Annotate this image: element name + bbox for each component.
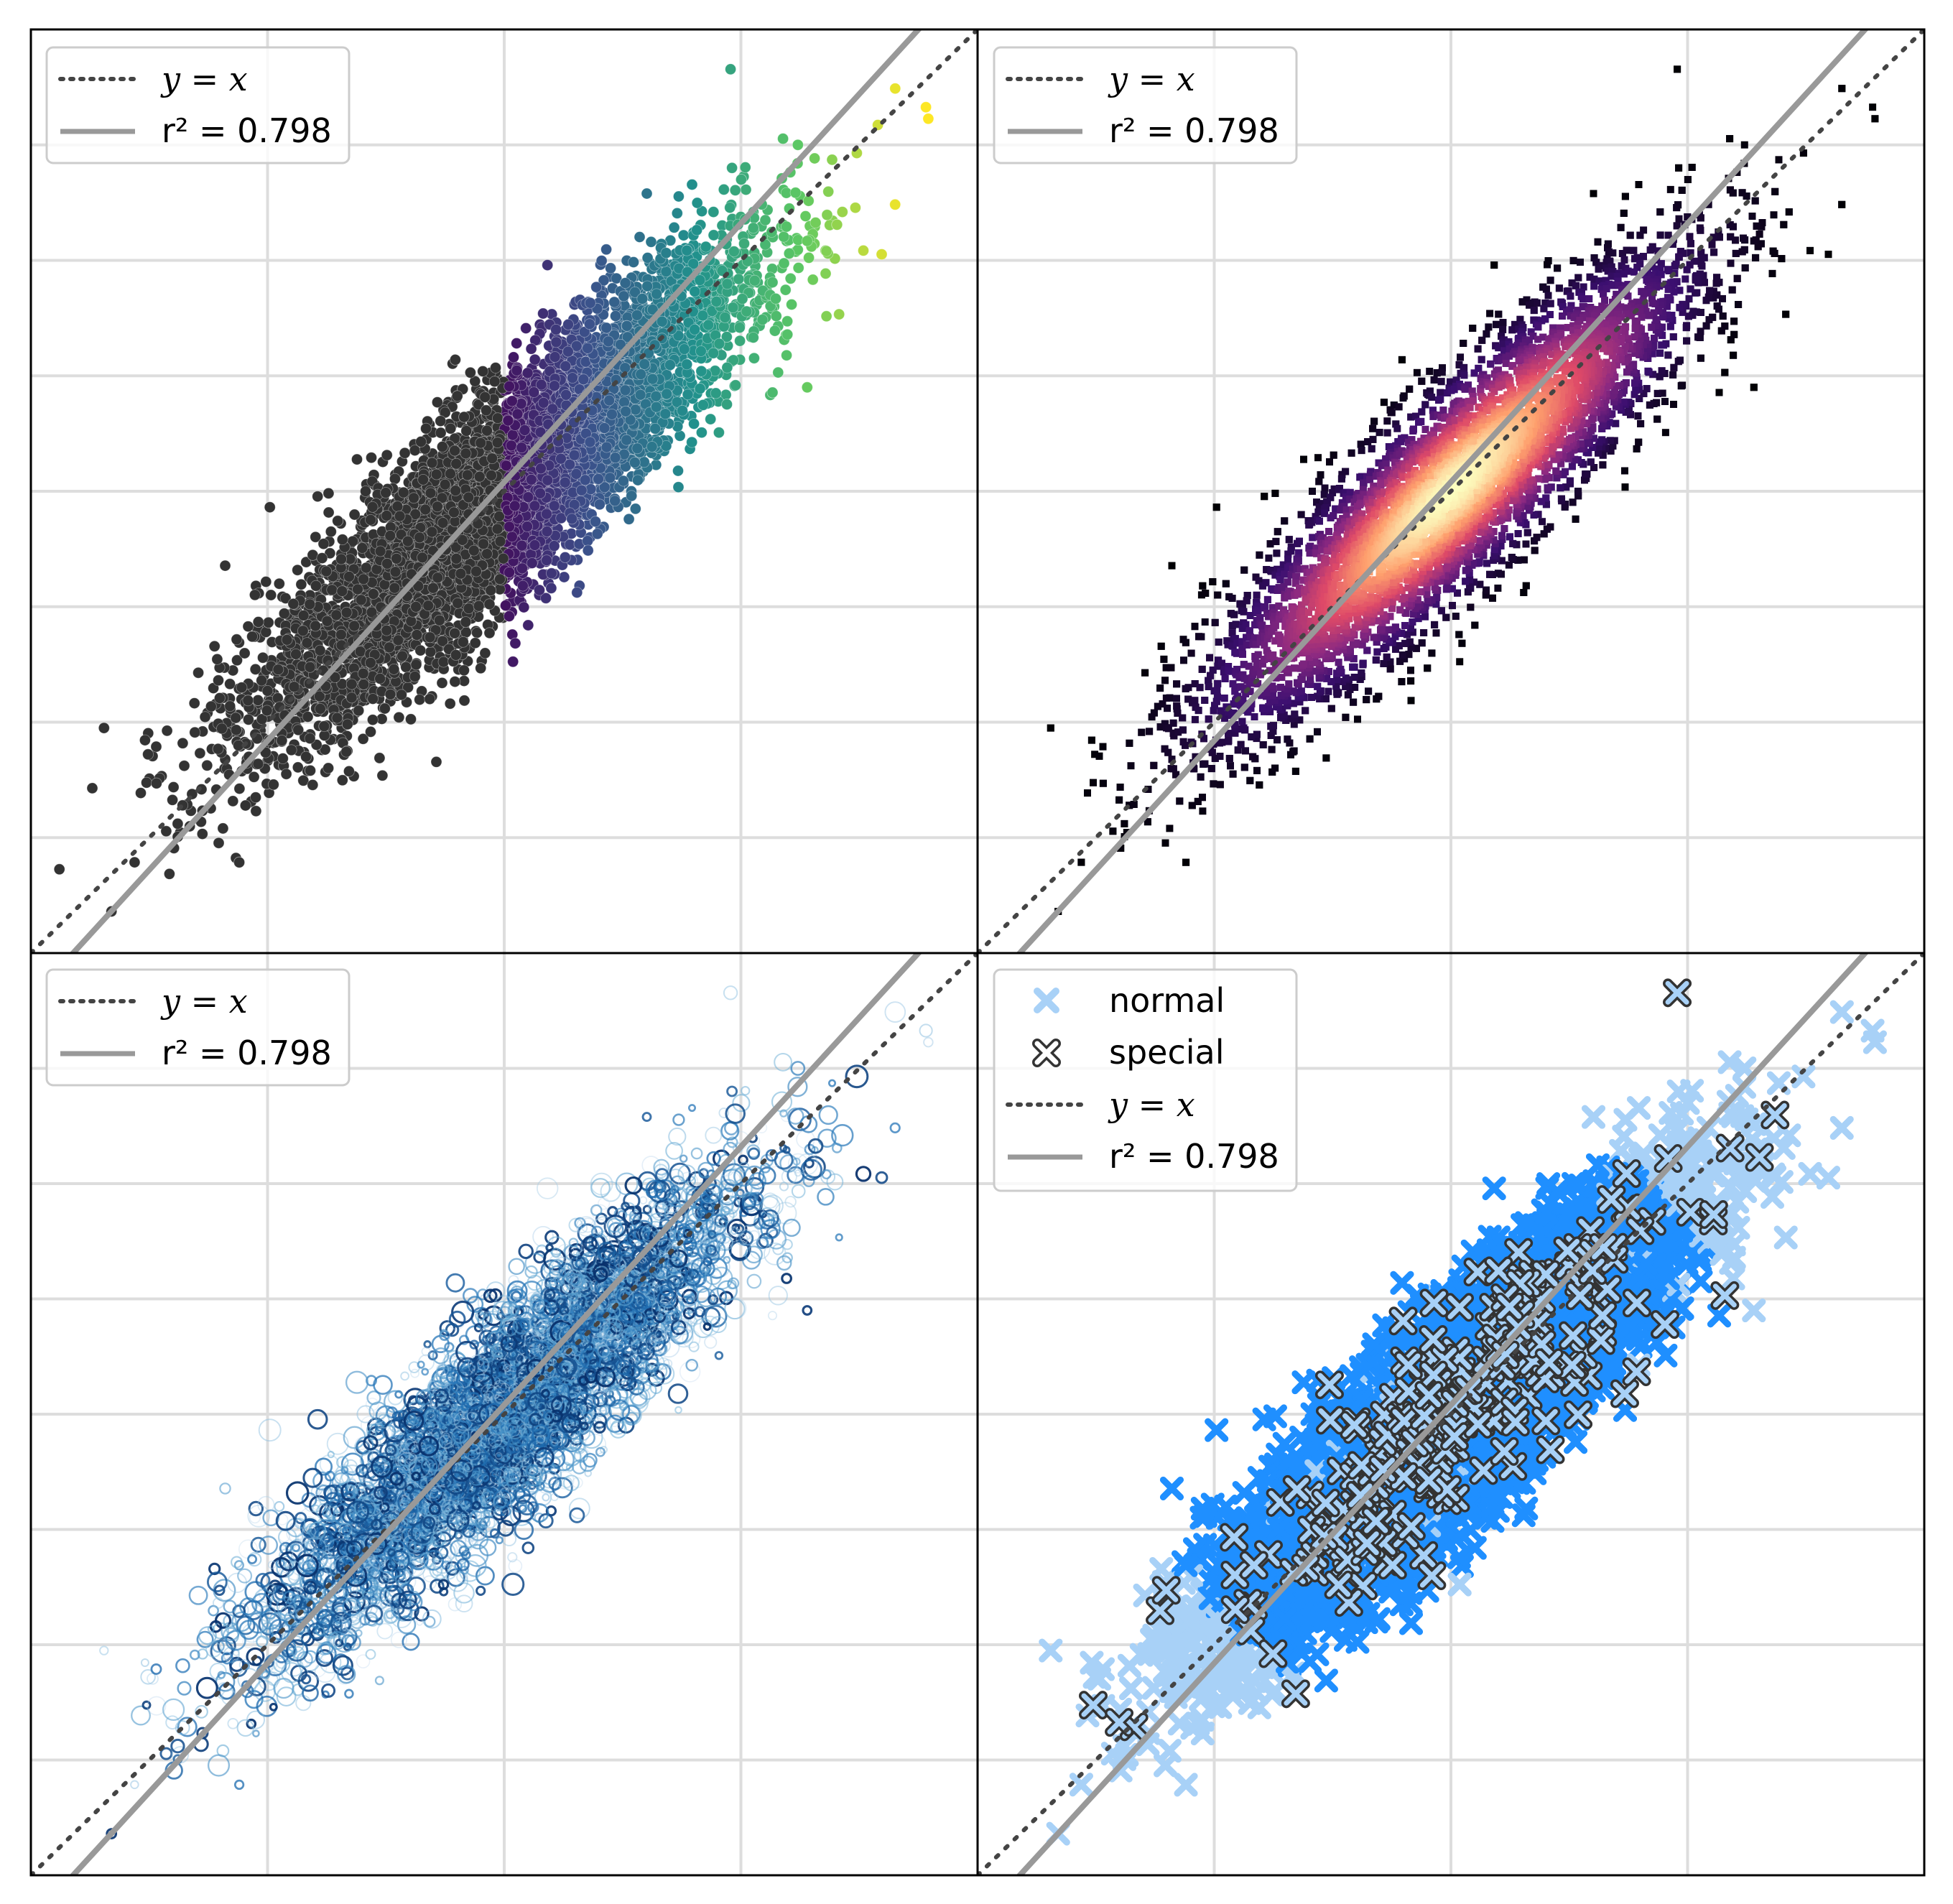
data-point bbox=[295, 578, 307, 590]
data-point bbox=[820, 310, 832, 322]
data-point bbox=[674, 429, 686, 442]
data-point bbox=[163, 868, 175, 880]
data-point bbox=[86, 782, 98, 794]
data-point bbox=[367, 714, 379, 726]
scatter-panel-top-left bbox=[31, 29, 978, 953]
data-point bbox=[336, 774, 348, 786]
data-point bbox=[634, 231, 646, 243]
data-point bbox=[558, 571, 570, 583]
data-point bbox=[641, 187, 653, 200]
data-point bbox=[436, 677, 448, 689]
data-point bbox=[781, 349, 792, 361]
data-point bbox=[740, 184, 752, 196]
data-point bbox=[759, 214, 771, 226]
data-point bbox=[850, 202, 861, 214]
data-point bbox=[809, 152, 820, 164]
data-point bbox=[233, 783, 246, 794]
scatter-points bbox=[53, 63, 934, 917]
data-point bbox=[444, 697, 456, 710]
data-point bbox=[696, 427, 708, 439]
data-point bbox=[922, 113, 934, 125]
data-point bbox=[53, 863, 65, 876]
data-point bbox=[161, 725, 173, 737]
data-point bbox=[696, 205, 708, 218]
data-point bbox=[376, 769, 389, 781]
data-point bbox=[600, 243, 612, 256]
data-point bbox=[323, 506, 335, 519]
data-point bbox=[430, 756, 442, 768]
data-point bbox=[260, 626, 272, 638]
data-point bbox=[508, 351, 519, 363]
data-point bbox=[242, 621, 254, 633]
data-point bbox=[310, 531, 322, 543]
data-point bbox=[691, 197, 703, 209]
data-point bbox=[629, 503, 641, 515]
data-point bbox=[188, 697, 200, 709]
data-point bbox=[196, 828, 208, 840]
data-point bbox=[807, 274, 819, 286]
data-point bbox=[194, 747, 206, 759]
data-point bbox=[611, 272, 623, 284]
